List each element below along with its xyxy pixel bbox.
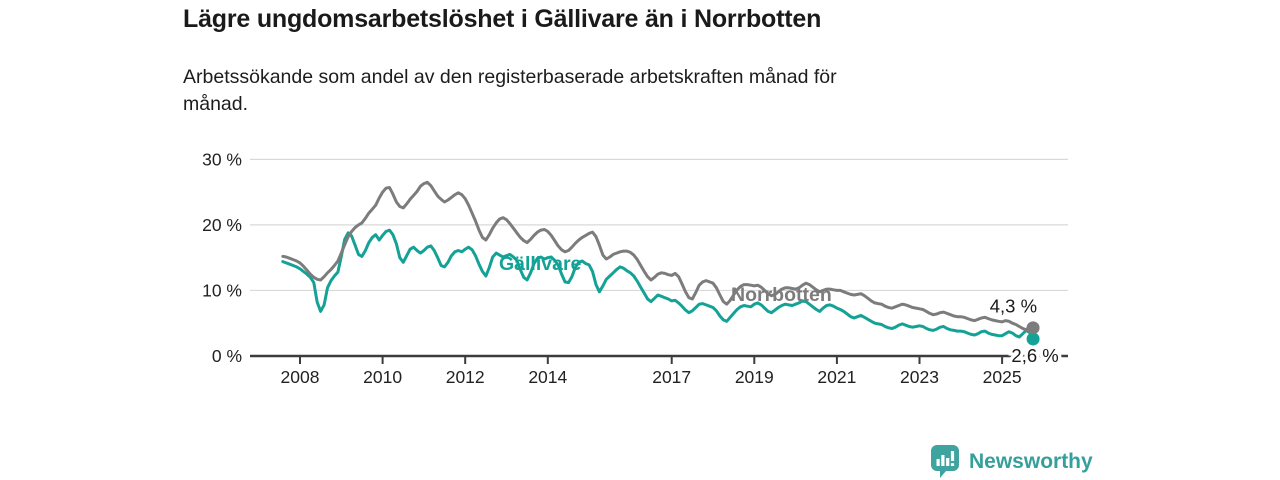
series-line-gällivare bbox=[281, 228, 1035, 341]
x-tick-label: 2014 bbox=[528, 367, 567, 387]
end-dot-gällivare bbox=[1026, 332, 1040, 346]
x-tick-label: 2012 bbox=[446, 367, 485, 387]
y-tick-label: 0 % bbox=[212, 346, 242, 366]
unemployment-line-chart: 0 % 10 % 20 % 30 % 2008 2010 2012 2014 2017 2019 2… bbox=[202, 149, 1068, 387]
page-title: Lägre ungdomsarbetslöshet i Gällivare än… bbox=[183, 5, 822, 33]
x-tick-label: 2008 bbox=[281, 367, 320, 387]
newsworthy-speech-bubble-bar-chart-icon bbox=[931, 445, 959, 478]
newsworthy-logo[interactable]: Newsworthy bbox=[930, 444, 1093, 480]
x-tick-label: 2019 bbox=[735, 367, 774, 387]
y-tick-label: 20 % bbox=[202, 215, 242, 235]
chart-subtitle: Arbetssökande som andel av den registerb… bbox=[183, 66, 837, 115]
series-label-norrbotten: Norrbotten bbox=[731, 284, 832, 306]
series-line-norrbotten bbox=[281, 180, 1035, 332]
x-tick-label: 2017 bbox=[652, 367, 691, 387]
x-tick-label: 2025 bbox=[983, 367, 1022, 387]
x-tick-label: 2021 bbox=[817, 367, 856, 387]
y-tick-label: 30 % bbox=[202, 149, 242, 169]
newsworthy-brand-name[interactable]: Newsworthy bbox=[969, 450, 1093, 473]
series-label-gällivare: Gällivare bbox=[499, 253, 582, 275]
x-tick-label: 2023 bbox=[900, 367, 939, 387]
end-value-label-norrbotten: 4,3 % bbox=[990, 295, 1037, 316]
end-value-label-gällivare: 2,6 % bbox=[1011, 345, 1058, 366]
y-tick-label: 10 % bbox=[202, 280, 242, 300]
x-tick-label: 2010 bbox=[363, 367, 402, 387]
end-dot-norrbotten bbox=[1026, 321, 1040, 335]
